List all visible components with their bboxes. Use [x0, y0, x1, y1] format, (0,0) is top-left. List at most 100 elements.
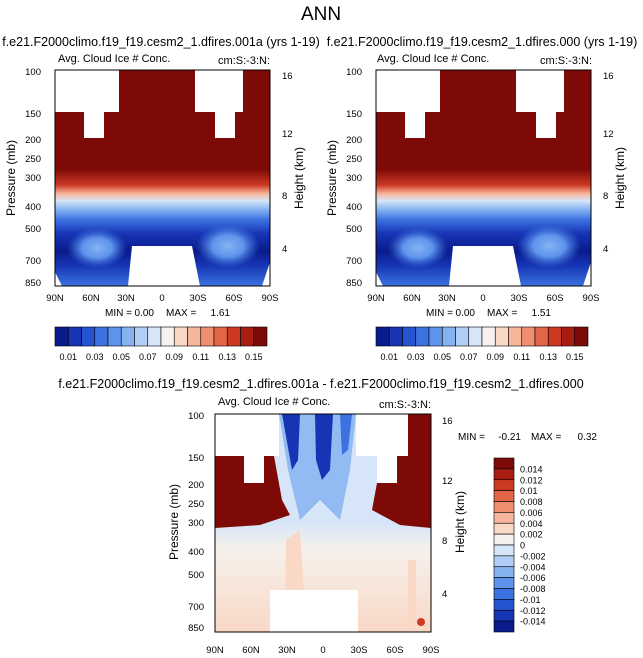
colorbar-panel-2-swatch-14	[561, 326, 576, 347]
panel-2-ytick-250: 250	[346, 154, 362, 165]
panel-3-xtick-30N: 30N	[278, 645, 296, 656]
colorbar-panel-2-label-2: 0.05	[433, 352, 451, 362]
colorbar-panel-1-swatch-5	[120, 326, 135, 347]
panel-1-ytick-right-16: 16	[282, 71, 293, 82]
colorbar-panel-2-swatch-3	[415, 326, 430, 347]
colorbar-panel-2-label-5: 0.11	[513, 352, 530, 362]
colorbar-panel-1-label-3: 0.07	[139, 352, 157, 362]
colorbar-panel-1-swatch-6	[134, 326, 149, 347]
colorbar-panel-3-label-13: -0.012	[520, 606, 546, 616]
panel-1-xtick-60N: 60N	[82, 293, 100, 304]
panel-3-xtick-60N: 60N	[242, 645, 260, 656]
colorbar-panel-2-swatch-11	[521, 326, 536, 347]
colorbar-panel-3-swatch-14	[493, 609, 515, 622]
panel-2-xtick-30N: 30N	[438, 293, 456, 304]
colorbar-panel-3-label-9: -0.004	[520, 562, 546, 572]
colorbar-panel-2-label-6: 0.13	[539, 352, 557, 362]
colorbar-panel-2-swatch-13	[547, 326, 562, 347]
colorbar-panel-1-swatch-4	[107, 326, 122, 347]
panel-2-ytick-right-16: 16	[603, 71, 614, 82]
colorbar-panel-1-swatch-15	[253, 326, 268, 347]
colorbar-panel-2-label-7: 0.15	[566, 352, 584, 362]
panel-1-right-label: cm:S:-3:N:	[218, 55, 270, 67]
panel-1-ytick-right-8: 8	[282, 191, 287, 202]
colorbar-panel-1-swatch-14	[240, 326, 255, 347]
colorbar-panel-3-swatch-2	[493, 479, 515, 491]
panel-1-ytick-850: 850	[25, 278, 41, 289]
panel-3-minmax: MIN = -0.21 MAX = 0.32	[458, 432, 597, 443]
panel-3-ytick-150: 150	[188, 453, 204, 464]
colorbar-panel-3-swatch-5	[493, 512, 515, 524]
colorbar-panel-1-label-0: 0.01	[59, 352, 77, 362]
panel-1-ytick-200: 200	[25, 135, 41, 146]
panel-1-xtick-90N: 90N	[46, 293, 64, 304]
panel-2-max-label: MAX =	[487, 308, 517, 319]
panel-2-ytick-500: 500	[346, 224, 362, 235]
colorbar-panel-2-label-1: 0.03	[407, 352, 425, 362]
colorbar-panel-3-label-5: 0.004	[520, 519, 543, 529]
panel-3-ylabel-right: Height (km)	[453, 491, 467, 553]
colorbar-panel-1-swatch-1	[67, 326, 82, 347]
panel-3-min-value: -0.21	[498, 432, 521, 443]
colorbar-panel-3-label-3: 0.008	[520, 497, 543, 507]
panel-2-xtick-90S: 90S	[583, 293, 600, 304]
panel-2-ytick-right-8: 8	[603, 191, 608, 202]
panel-1: f.e21.F2000climo.f19_f19.cesm2_1.dfires.…	[2, 35, 320, 319]
colorbar-panel-3-label-12: -0.01	[520, 595, 541, 605]
panel-1-ytick-400: 400	[25, 202, 41, 213]
panel-1-xtick-0: 0	[159, 293, 164, 304]
panel-3-right-axis: 16 12 8 4 Height (km)	[442, 416, 467, 600]
panel-2-ytick-850: 850	[346, 278, 362, 289]
colorbar-panel-2-swatch-9	[494, 326, 509, 347]
colorbar-panel-1-label-2: 0.05	[112, 352, 130, 362]
panel-2-left-axis: 100 150 200 250 300 400 500 700 850 Pres…	[325, 67, 362, 289]
colorbar-panel-1-swatch-7	[147, 326, 162, 347]
panel-3-left-label: Avg. Cloud Ice # Conc.	[218, 396, 330, 408]
panel-1-title: f.e21.F2000climo.f19_f19.cesm2_1.dfires.…	[2, 35, 320, 49]
colorbar-panel-2-swatch-2	[402, 326, 417, 347]
colorbar-panel-3-swatch-7	[493, 533, 515, 546]
panel-3-ytick-right-16: 16	[442, 416, 453, 427]
panel-2-max-value: 1.51	[532, 308, 552, 319]
panel-3: f.e21.F2000climo.f19_f19.cesm2_1.dfires.…	[58, 377, 597, 656]
panel-1-ytick-250: 250	[25, 154, 41, 165]
colorbar-panel-3-label-11: -0.008	[520, 584, 546, 594]
colorbar-panel-3-label-2: 0.01	[520, 486, 538, 496]
colorbar-panel-3-label-10: -0.006	[520, 573, 546, 583]
panel-1-min-value: 0.00	[135, 308, 155, 319]
panel-1-ytick-700: 700	[25, 256, 41, 267]
colorbar-panel-2-swatch-1	[388, 326, 403, 347]
panel-3-ytick-500: 500	[188, 570, 204, 581]
panel-1-right-axis: 16 12 8 4 Height (km)	[282, 71, 306, 255]
panel-3-ytick-250: 250	[188, 499, 204, 510]
panel-1-ylabel: Pressure (mb)	[4, 140, 18, 216]
colorbar-panel-1-label-4: 0.09	[165, 352, 183, 362]
panel-3-ytick-400: 400	[188, 547, 204, 558]
panel-2-xtick-60S: 60S	[547, 293, 564, 304]
panel-2-bottom-axis: 90N 60N 30N 0 30S 60S 90S	[367, 293, 599, 304]
colorbar-panel-1: 0.01 0.03 0.05 0.07 0.09 0.11 0.13 0.15	[54, 326, 268, 362]
colorbar-panel-3-swatch-10	[493, 566, 515, 578]
panel-3-ytick-700: 700	[188, 602, 204, 613]
panel-1-ytick-150: 150	[25, 109, 41, 120]
panel-2-ytick-right-4: 4	[603, 244, 608, 255]
panel-1-ytick-right-4: 4	[282, 244, 287, 255]
panel-3-max-label: MAX =	[531, 432, 561, 443]
panel-3-ytick-right-4: 4	[442, 589, 447, 600]
colorbar-panel-2-label-4: 0.09	[486, 352, 504, 362]
panel-1-xtick-90S: 90S	[262, 293, 279, 304]
panel-1-max-label: MAX =	[166, 308, 196, 319]
panel-2-ytick-300: 300	[346, 173, 362, 184]
colorbar-panel-3-label-7: 0	[520, 541, 525, 551]
colorbar-panel-2-swatch-8	[481, 326, 496, 347]
panel-2-right-axis: 16 12 8 4 Height (km)	[603, 71, 627, 255]
colorbar-panel-2-swatch-7	[468, 326, 483, 347]
panel-1-ylabel-right: Height (km)	[292, 147, 306, 209]
panel-1-ytick-300: 300	[25, 173, 41, 184]
panel-1-xtick-30S: 30S	[190, 293, 207, 304]
colorbar-panel-3-label-6: 0.002	[520, 530, 543, 540]
panel-2-ylabel-right: Height (km)	[613, 147, 627, 209]
colorbar-panel-2-swatch-10	[508, 326, 523, 347]
colorbar-panel-3-swatch-0	[493, 457, 515, 470]
panel-2-xtick-60N: 60N	[403, 293, 421, 304]
